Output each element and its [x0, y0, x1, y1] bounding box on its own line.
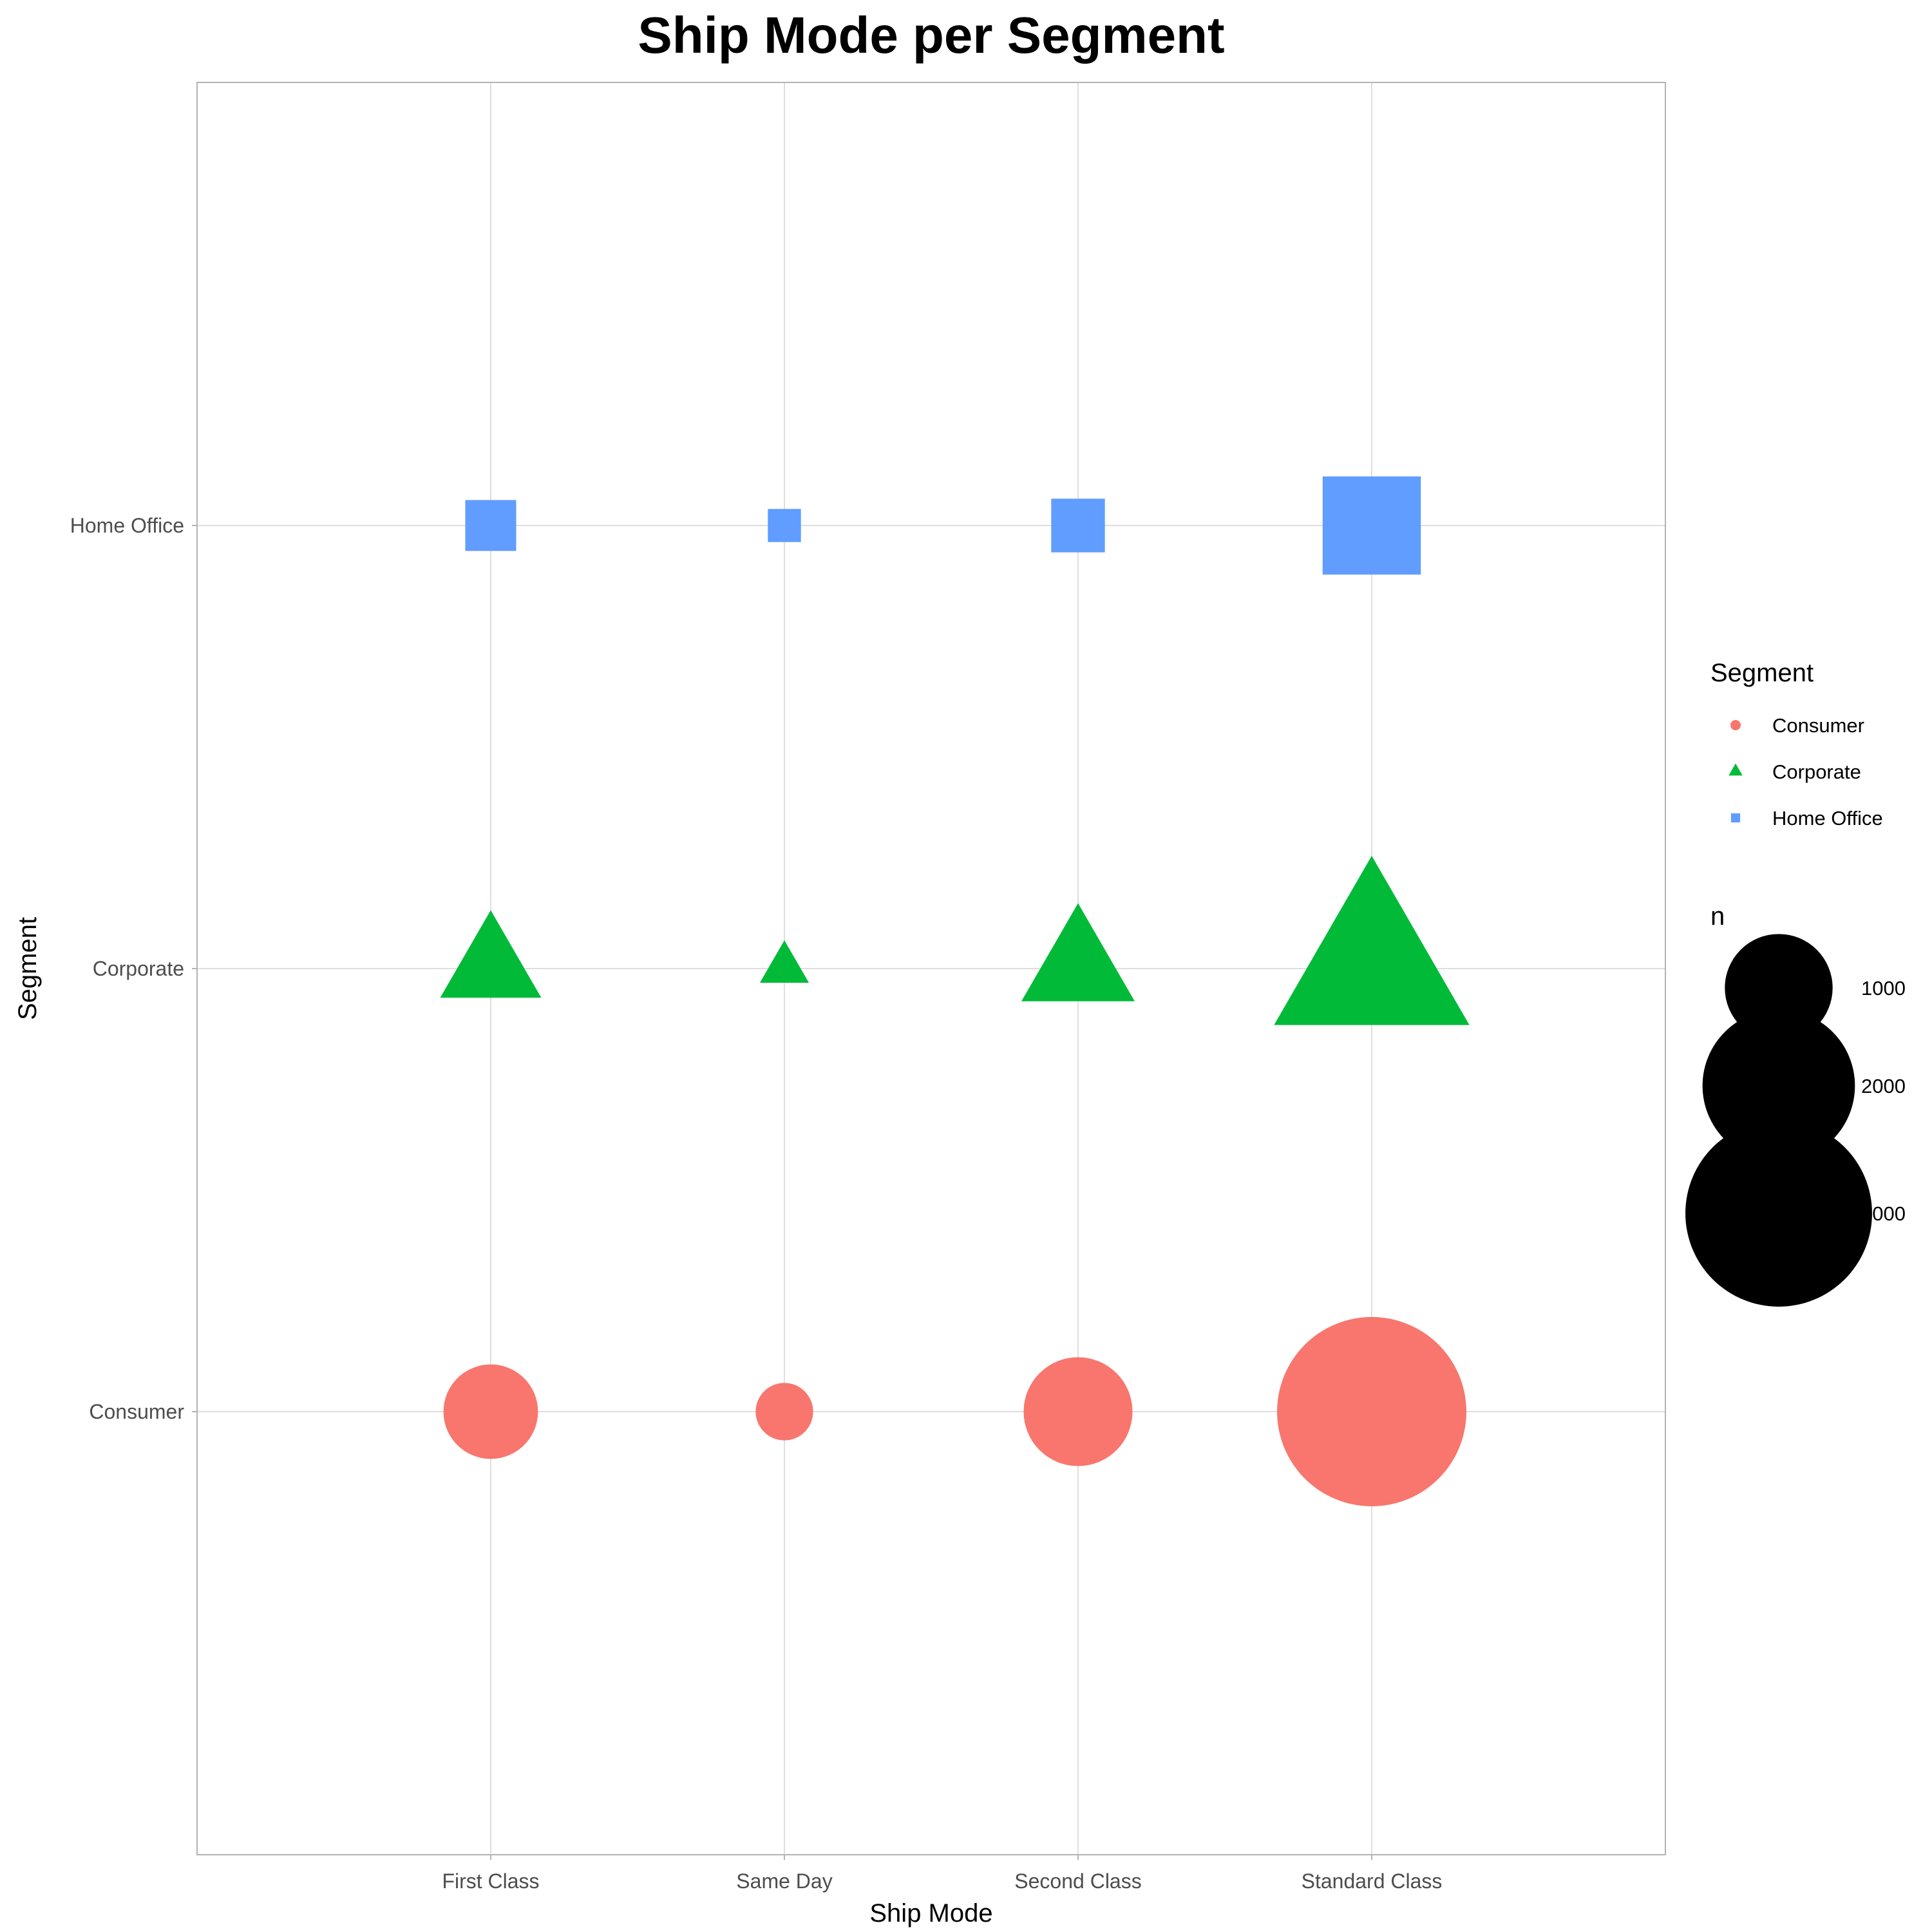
y-tick-label: Home Office	[70, 514, 184, 537]
x-axis-title: Ship Mode	[869, 1899, 992, 1927]
size-legend-key	[1685, 1120, 1872, 1307]
size-legend-label: 2000	[1861, 1075, 1906, 1097]
size-legend-label: 1000	[1861, 977, 1906, 999]
size-legend-key	[1702, 1009, 1855, 1162]
legend-key-consumer	[1730, 720, 1741, 730]
size-legend-title: n	[1710, 902, 1725, 931]
legend-key-corporate	[1728, 763, 1743, 776]
data-point-corporate	[1274, 855, 1470, 1025]
grid-lines	[197, 82, 1665, 1855]
data-point-consumer	[443, 1364, 538, 1459]
data-point-corporate	[440, 910, 542, 998]
data-point-home-office	[1051, 498, 1105, 553]
y-tick-label: Consumer	[89, 1400, 184, 1423]
legend-key-home-office	[1730, 813, 1741, 823]
data-point-home-office	[1322, 476, 1421, 575]
data-point-home-office	[465, 500, 516, 551]
legend-label: Corporate	[1772, 761, 1861, 783]
legend-label: Home Office	[1772, 807, 1883, 829]
data-marks	[440, 476, 1470, 1506]
x-tick-label: Standard Class	[1302, 1870, 1443, 1893]
chart-title: Ship Mode per Segment	[638, 6, 1224, 64]
data-point-consumer	[1023, 1357, 1133, 1466]
x-tick-label: Second Class	[1014, 1870, 1141, 1893]
y-axis-title: Segment	[14, 917, 42, 1020]
legend-label: Consumer	[1772, 714, 1864, 737]
data-point-consumer	[755, 1383, 813, 1441]
segment-legend-title: Segment	[1710, 659, 1814, 687]
x-tick-label: Same Day	[736, 1870, 832, 1893]
segment-legend: Segment Consumer Corporate Home Office	[1710, 659, 1883, 829]
size-legend-label: 3000	[1861, 1202, 1906, 1225]
axis-ticks: First Class Same Day Second Class Standard …	[70, 514, 1443, 1893]
data-point-corporate	[1021, 903, 1135, 1001]
data-point-corporate	[759, 940, 810, 983]
x-tick-label: First Class	[442, 1870, 539, 1893]
y-tick-label: Corporate	[93, 957, 184, 980]
data-point-home-office	[768, 509, 801, 542]
size-legend: n 1000 2000 3000	[1685, 902, 1906, 1307]
data-point-consumer	[1277, 1317, 1466, 1506]
